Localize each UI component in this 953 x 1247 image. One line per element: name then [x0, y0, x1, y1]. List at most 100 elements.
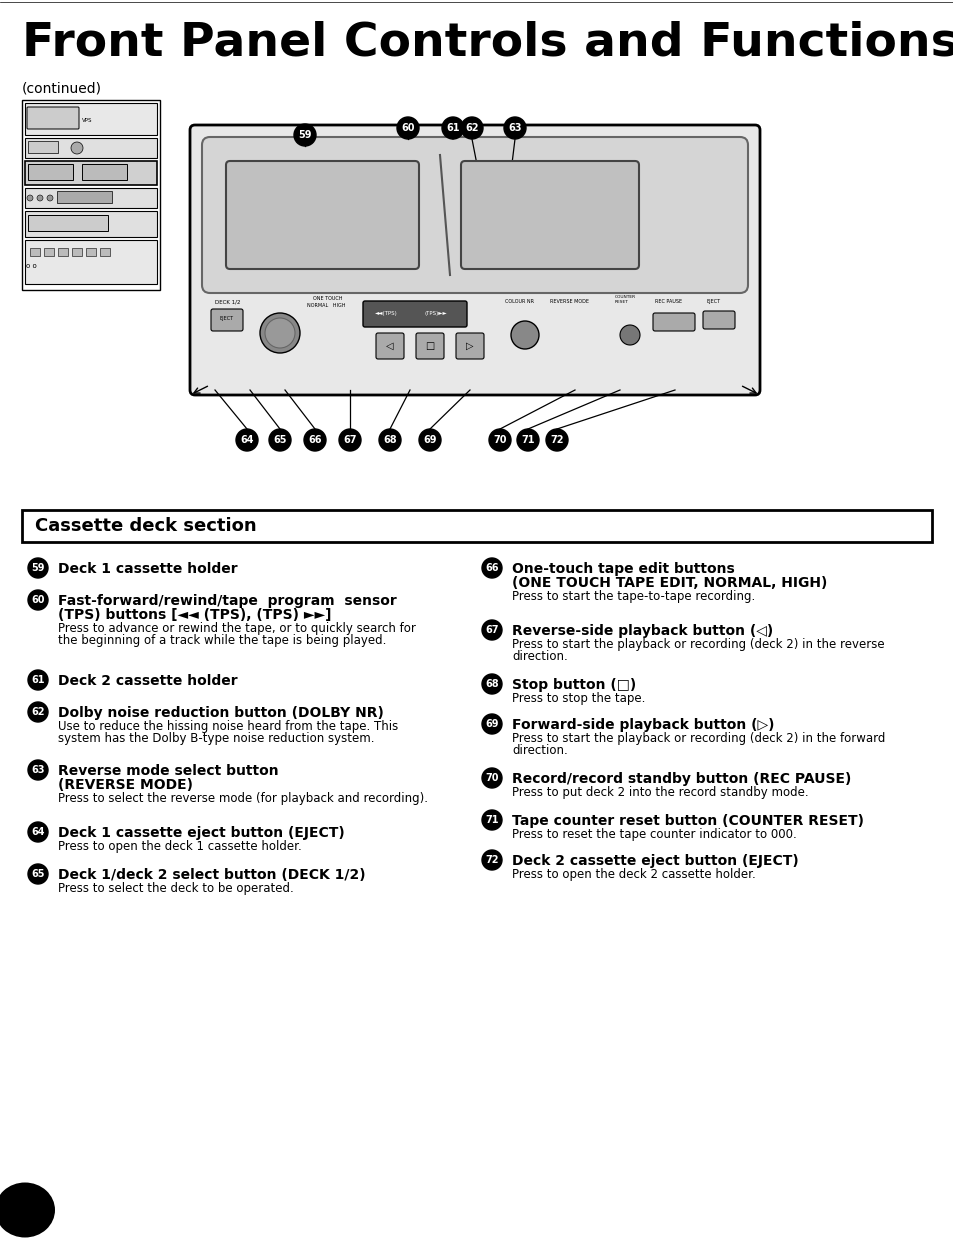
Bar [25, 138, 157, 158]
Text: 63: 63 [508, 123, 521, 133]
Text: 59: 59 [31, 562, 45, 574]
Bar [58, 248, 68, 256]
Bar [22, 510, 931, 542]
Circle shape [28, 759, 48, 781]
Circle shape [503, 117, 525, 138]
Text: the beginning of a track while the tape is being played.: the beginning of a track while the tape … [58, 633, 386, 647]
Text: (continued): (continued) [22, 82, 102, 96]
Text: EJECT: EJECT [706, 299, 720, 304]
Text: NORMAL   HIGH: NORMAL HIGH [307, 303, 345, 308]
Ellipse shape [0, 1182, 55, 1237]
Bar [28, 165, 73, 180]
Text: Tape counter reset button (COUNTER RESET): Tape counter reset button (COUNTER RESET… [512, 814, 863, 828]
Text: 64: 64 [31, 827, 45, 837]
Text: COLOUR NR: COLOUR NR [504, 299, 534, 304]
Circle shape [269, 429, 291, 451]
Circle shape [545, 429, 567, 451]
Text: 60: 60 [401, 123, 415, 133]
Text: 66: 66 [308, 435, 321, 445]
Text: 69: 69 [423, 435, 436, 445]
Text: (TPS)►►: (TPS)►► [424, 312, 447, 317]
Circle shape [71, 142, 83, 153]
Circle shape [28, 822, 48, 842]
Bar [25, 161, 157, 185]
Circle shape [235, 429, 257, 451]
Text: 69: 69 [485, 720, 498, 729]
Text: 65: 65 [31, 869, 45, 879]
Text: EJECT: EJECT [220, 315, 233, 320]
Text: Stop button (□): Stop button (□) [512, 678, 636, 692]
Text: Press to open the deck 1 cassette holder.: Press to open the deck 1 cassette holder… [58, 840, 301, 853]
Text: 67: 67 [343, 435, 356, 445]
Text: Deck 1 cassette holder: Deck 1 cassette holder [58, 562, 237, 576]
Bar [25, 239, 157, 284]
Text: 70: 70 [485, 773, 498, 783]
Circle shape [418, 429, 440, 451]
Circle shape [441, 117, 463, 138]
Text: Use to reduce the hissing noise heard from the tape. This: Use to reduce the hissing noise heard fr… [58, 720, 397, 733]
Text: Press to start the playback or recording (deck 2) in the forward: Press to start the playback or recording… [512, 732, 884, 744]
Text: Press to select the reverse mode (for playback and recording).: Press to select the reverse mode (for pl… [58, 792, 428, 806]
Text: REC PAUSE: REC PAUSE [655, 299, 681, 304]
Text: Press to advance or rewind the tape, or to quickly search for: Press to advance or rewind the tape, or … [58, 622, 416, 635]
Text: 62: 62 [465, 123, 478, 133]
Text: ◄◄(TPS): ◄◄(TPS) [375, 312, 397, 317]
Text: Fast-forward/rewind/tape  program  sensor: Fast-forward/rewind/tape program sensor [58, 594, 396, 609]
Text: Press to reset the tape counter indicator to 000.: Press to reset the tape counter indicato… [512, 828, 796, 840]
Text: Press to select the deck to be operated.: Press to select the deck to be operated. [58, 882, 294, 895]
Circle shape [28, 670, 48, 690]
Text: Press to put deck 2 into the record standby mode.: Press to put deck 2 into the record stan… [512, 786, 808, 799]
Bar [25, 211, 157, 237]
Bar [22, 100, 160, 291]
Text: 64: 64 [240, 435, 253, 445]
Text: 61: 61 [31, 675, 45, 685]
Circle shape [481, 850, 501, 870]
Text: ◁: ◁ [386, 340, 394, 350]
FancyBboxPatch shape [226, 161, 418, 269]
Text: ▷: ▷ [466, 340, 474, 350]
FancyBboxPatch shape [652, 313, 695, 330]
Circle shape [481, 673, 501, 695]
Text: Front Panel Controls and Functions: Front Panel Controls and Functions [22, 20, 953, 65]
Circle shape [517, 429, 538, 451]
Text: Cassette deck section: Cassette deck section [35, 518, 256, 535]
Text: 71: 71 [485, 816, 498, 826]
Text: 70: 70 [493, 435, 506, 445]
Circle shape [481, 557, 501, 579]
Circle shape [619, 325, 639, 345]
Text: 67: 67 [485, 625, 498, 635]
FancyBboxPatch shape [190, 125, 760, 395]
Text: Dolby noise reduction button (DOLBY NR): Dolby noise reduction button (DOLBY NR) [58, 706, 383, 720]
Text: (ONE TOUCH TAPE EDIT, NORMAL, HIGH): (ONE TOUCH TAPE EDIT, NORMAL, HIGH) [512, 576, 826, 590]
Circle shape [481, 768, 501, 788]
Circle shape [396, 117, 418, 138]
Text: 63: 63 [31, 764, 45, 774]
FancyBboxPatch shape [363, 301, 467, 327]
Text: Press to open the deck 2 cassette holder.: Press to open the deck 2 cassette holder… [512, 868, 755, 880]
Bar [28, 141, 58, 153]
Text: DECK 1/2: DECK 1/2 [214, 299, 240, 304]
Circle shape [294, 123, 315, 146]
Text: Reverse mode select button: Reverse mode select button [58, 764, 278, 778]
Circle shape [338, 429, 360, 451]
Text: (TPS) buttons [◄◄ (TPS), (TPS) ►►]: (TPS) buttons [◄◄ (TPS), (TPS) ►►] [58, 609, 331, 622]
Text: direction.: direction. [512, 744, 567, 757]
Bar [25, 104, 157, 135]
Text: Deck 2 cassette eject button (EJECT): Deck 2 cassette eject button (EJECT) [512, 854, 798, 868]
Text: 65: 65 [273, 435, 287, 445]
Circle shape [260, 313, 299, 353]
Circle shape [489, 429, 511, 451]
Circle shape [27, 195, 33, 201]
Circle shape [37, 195, 43, 201]
Text: One-touch tape edit buttons: One-touch tape edit buttons [512, 562, 734, 576]
FancyBboxPatch shape [460, 161, 639, 269]
Text: 60: 60 [31, 595, 45, 605]
Circle shape [378, 429, 400, 451]
FancyBboxPatch shape [416, 333, 443, 359]
Text: o o: o o [26, 263, 37, 269]
Bar [28, 214, 108, 231]
FancyBboxPatch shape [702, 311, 734, 329]
Text: □: □ [425, 340, 435, 350]
FancyBboxPatch shape [456, 333, 483, 359]
Text: system has the Dolby B-type noise reduction system.: system has the Dolby B-type noise reduct… [58, 732, 375, 744]
